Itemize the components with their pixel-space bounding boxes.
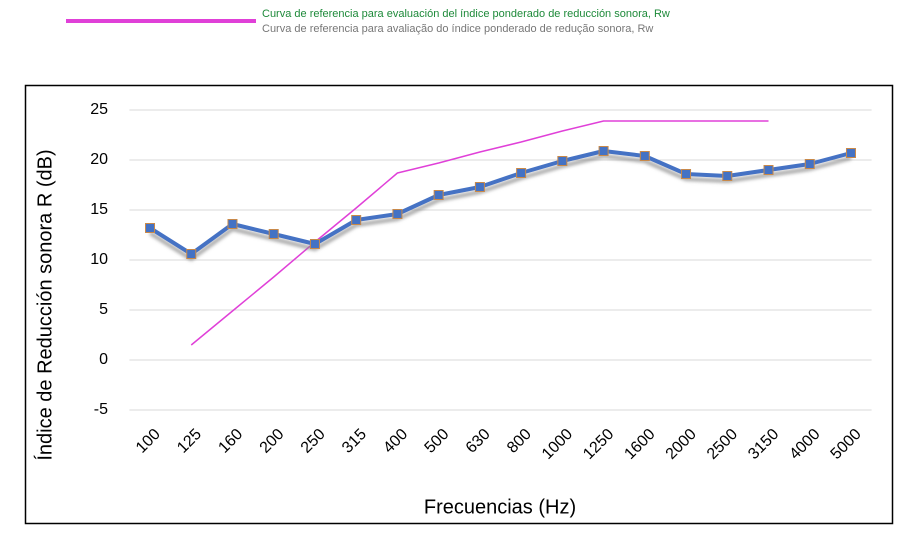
series-line [148, 149, 852, 256]
y-tick-label: 15 [90, 201, 108, 218]
x-tick-label: 630 [463, 426, 494, 457]
point-marker [763, 165, 774, 175]
x-tick-label: 800 [504, 426, 535, 457]
y-tick-label: 5 [99, 301, 108, 318]
point-marker [804, 159, 815, 169]
point-marker [722, 171, 733, 181]
x-tick-label: 1600 [621, 426, 658, 463]
x-axis-title: Frecuencias (Hz) [424, 496, 576, 518]
x-tick-label: 1250 [580, 426, 617, 463]
x-tick-label: 2000 [663, 426, 700, 463]
point-marker [474, 182, 485, 192]
point-marker [516, 168, 527, 178]
x-tick-label: 5000 [828, 426, 865, 463]
x-tick-label: 100 [133, 426, 164, 457]
point-marker [598, 146, 609, 156]
point-marker [845, 148, 856, 158]
x-tick-label: 4000 [786, 426, 823, 463]
point-marker [145, 223, 156, 233]
x-tick-label: 250 [298, 426, 329, 457]
x-tick-label: 125 [174, 426, 205, 457]
point-marker [227, 219, 238, 229]
x-tick-label: 1000 [539, 426, 576, 463]
legend-text: Curva de referencia para evaluación del … [262, 8, 670, 20]
legend-text: Curva de referencia para avaliação do ín… [262, 23, 653, 35]
x-tick-label: 160 [215, 426, 246, 457]
x-tick-label: 315 [339, 426, 370, 457]
x-tick-label: 500 [422, 426, 453, 457]
x-tick-label: 2500 [704, 426, 741, 463]
point-marker [392, 209, 403, 219]
y-tick-label: 20 [90, 151, 108, 168]
point-marker [351, 215, 362, 225]
point-marker [268, 229, 279, 239]
y-tick-label: 0 [99, 351, 108, 368]
x-tick-label: 3150 [745, 426, 782, 463]
x-tick-label: 200 [257, 426, 288, 457]
point-marker [186, 249, 197, 259]
point-marker [681, 169, 692, 179]
y-axis-title: Índice de Reducción sonora R (dB) [33, 149, 56, 460]
chart-frame [24, 84, 894, 525]
y-tick-label: 25 [90, 101, 108, 118]
point-marker [433, 190, 444, 200]
point-marker [639, 151, 650, 161]
x-tick-label: 400 [380, 426, 411, 457]
point-marker [309, 239, 320, 249]
y-tick-label: 10 [90, 251, 108, 268]
series-line [190, 120, 769, 346]
y-tick-label: -5 [94, 401, 108, 418]
point-marker [557, 156, 568, 166]
